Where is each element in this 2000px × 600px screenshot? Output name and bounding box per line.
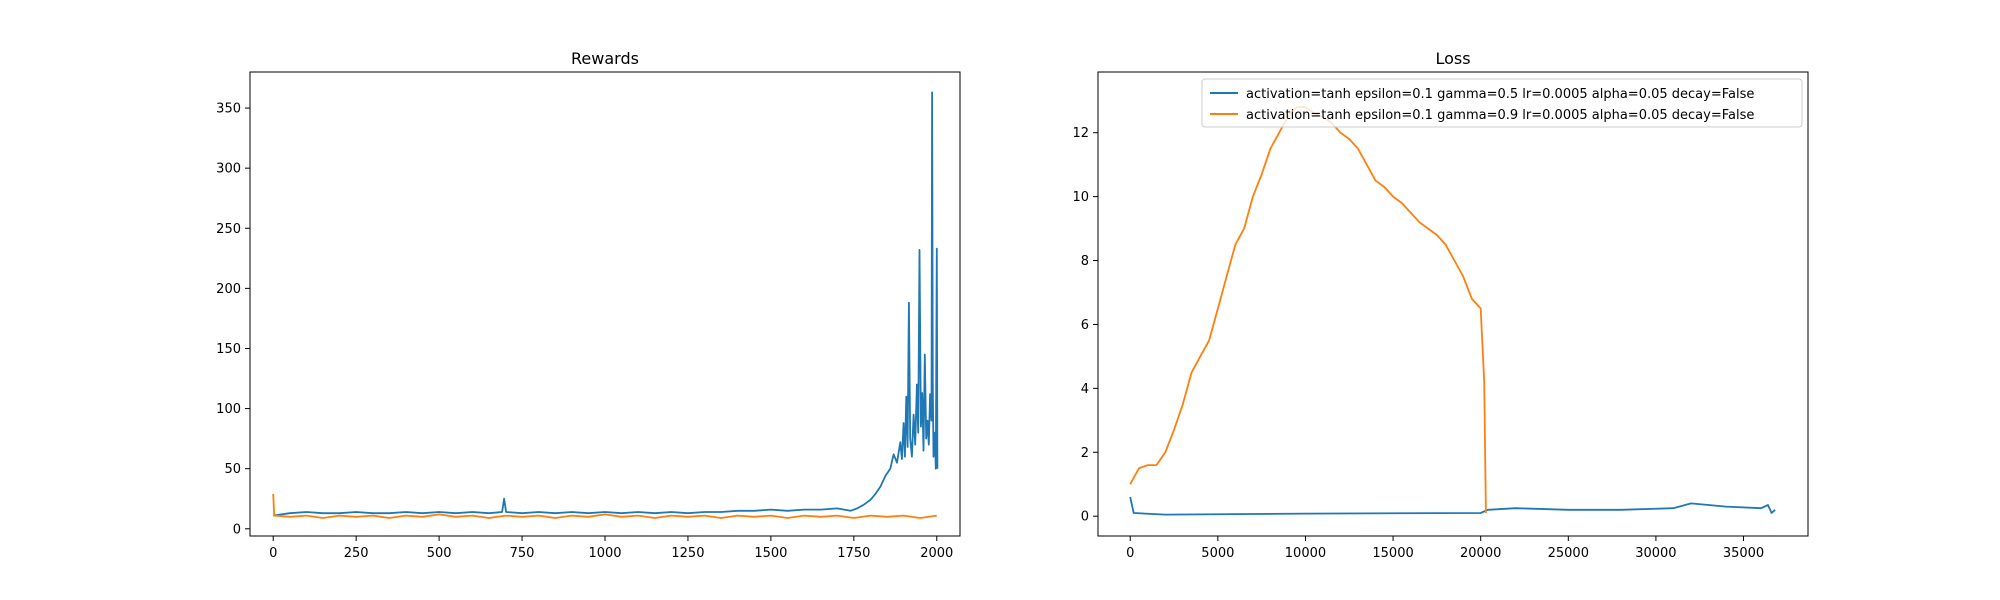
y-tick-label: 300 bbox=[216, 162, 241, 177]
y-tick-label: 0 bbox=[233, 522, 241, 537]
y-tick-label: 6 bbox=[1081, 318, 1089, 333]
legend-label-0: activation=tanh epsilon=0.1 gamma=0.5 lr… bbox=[1246, 87, 1754, 102]
y-tick-label: 250 bbox=[216, 222, 241, 237]
x-tick-label: 10000 bbox=[1285, 546, 1326, 561]
legend-label-1: activation=tanh epsilon=0.1 gamma=0.9 lr… bbox=[1246, 108, 1754, 123]
series-line-1 bbox=[272, 493, 937, 519]
y-tick-label: 4 bbox=[1081, 382, 1089, 397]
x-tick-label: 1250 bbox=[671, 546, 704, 561]
y-tick-label: 8 bbox=[1081, 254, 1089, 269]
x-tick-label: 1750 bbox=[837, 546, 870, 561]
y-tick-label: 150 bbox=[216, 342, 241, 357]
x-tick-label: 0 bbox=[269, 546, 277, 561]
y-tick-label: 350 bbox=[216, 102, 241, 117]
loss-chart: Loss 0 5000 10000 15000 20000 25000 30000 35000 0… bbox=[1072, 49, 1809, 561]
x-tick-label: 5000 bbox=[1201, 546, 1234, 561]
y-tick-label: 100 bbox=[216, 402, 241, 417]
series-line-0 bbox=[1129, 496, 1776, 516]
legend-box bbox=[1201, 78, 1803, 128]
x-tick-label: 30000 bbox=[1635, 546, 1676, 561]
axes-frame bbox=[1097, 71, 1809, 537]
series-line-0 bbox=[273, 91, 939, 517]
y-tick-label: 12 bbox=[1072, 126, 1089, 141]
legend: activation=tanh epsilon=0.1 gamma=0.5 lr… bbox=[1201, 78, 1803, 128]
y-tick-label: 0 bbox=[1081, 510, 1089, 525]
x-tick-label: 750 bbox=[510, 546, 535, 561]
x-tick-label: 500 bbox=[427, 546, 452, 561]
rewards-chart: Rewards 0 250 500 750 1000 1250 1500 1750 2000 0 50… bbox=[216, 49, 961, 561]
y-tick-label: 200 bbox=[216, 282, 241, 297]
y-tick-label: 50 bbox=[224, 462, 241, 477]
x-tick-label: 0 bbox=[1126, 546, 1134, 561]
chart-title: Rewards bbox=[571, 49, 639, 68]
x-tick-label: 1500 bbox=[754, 546, 787, 561]
x-tick-label: 25000 bbox=[1548, 546, 1589, 561]
y-tick-label: 2 bbox=[1081, 446, 1089, 461]
x-tick-label: 2000 bbox=[920, 546, 953, 561]
y-tick-label: 10 bbox=[1072, 190, 1089, 205]
x-tick-label: 15000 bbox=[1372, 546, 1413, 561]
x-tick-label: 20000 bbox=[1460, 546, 1501, 561]
chart-title: Loss bbox=[1435, 49, 1470, 68]
x-tick-label: 35000 bbox=[1723, 546, 1764, 561]
x-tick-label: 250 bbox=[344, 546, 369, 561]
x-tick-label: 1000 bbox=[588, 546, 621, 561]
